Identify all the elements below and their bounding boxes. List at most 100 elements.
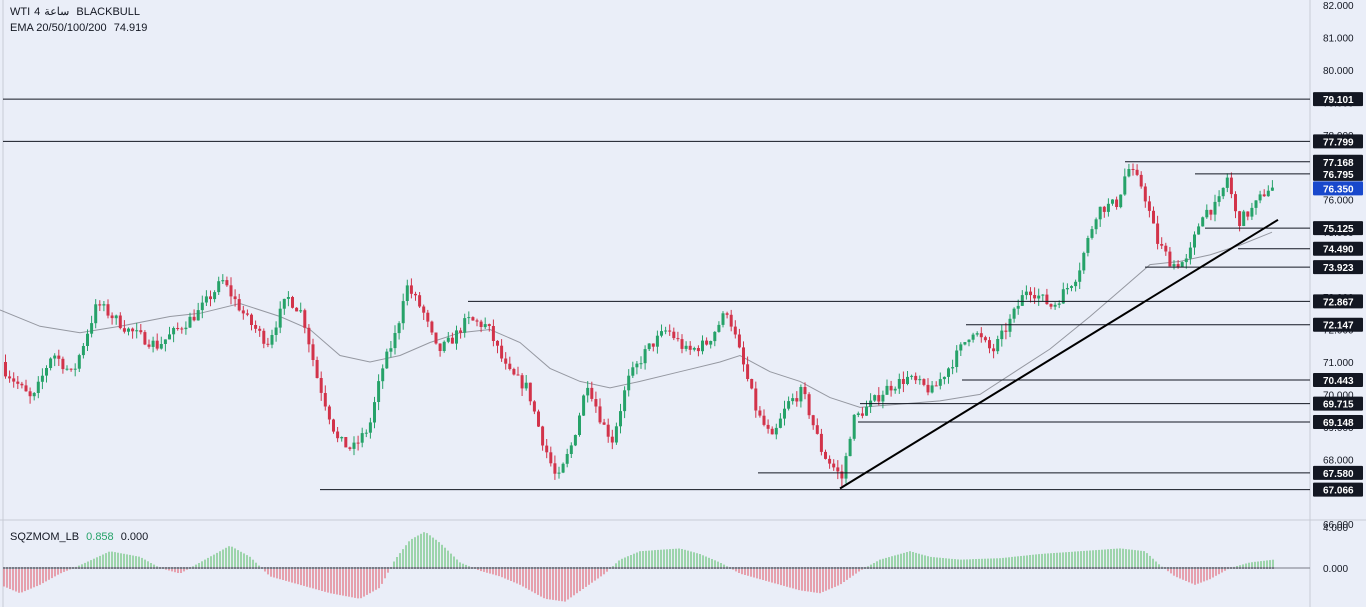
candle-bull (1217, 196, 1221, 202)
squeeze-dot (834, 567, 836, 569)
squeeze-dot (243, 567, 245, 569)
level-price-label: 72.147 (1323, 321, 1354, 332)
squeeze-dot (588, 567, 590, 569)
candle-bear (598, 406, 602, 423)
squeeze-dot (789, 567, 791, 569)
squeeze-dot (1128, 567, 1130, 569)
candle-bull (1070, 286, 1073, 288)
candle-bear (57, 355, 61, 359)
squeeze-dot (504, 567, 506, 569)
candle-bear (815, 425, 819, 434)
squeeze-dot (30, 567, 32, 569)
squeeze-dot (78, 567, 80, 569)
squeeze-dot (507, 567, 509, 569)
squeeze-dot (180, 567, 182, 569)
squeeze-dot (426, 567, 428, 569)
candle-bear (131, 328, 135, 332)
candle-bull (1180, 262, 1184, 268)
squeeze-dot (27, 567, 29, 569)
squeeze-dot (876, 567, 878, 569)
squeeze-dot (957, 567, 959, 569)
squeeze-dot (1038, 567, 1040, 569)
candle-bull (221, 280, 225, 282)
candle-bear (491, 326, 495, 341)
squeeze-dot (1011, 567, 1013, 569)
candle-bull (168, 334, 171, 340)
candle-bull (557, 472, 561, 474)
squeeze-dot (3, 567, 5, 569)
squeeze-dot (513, 567, 515, 569)
squeeze-dot (891, 567, 893, 569)
candle-bull (483, 324, 487, 328)
squeeze-dot (1230, 567, 1232, 569)
candle-bear (828, 458, 832, 464)
squeeze-dot (1146, 567, 1148, 569)
level-price-label: 67.580 (1323, 469, 1354, 480)
squeeze-dot (315, 567, 317, 569)
squeeze-dot (1032, 567, 1034, 569)
squeeze-dot (456, 567, 458, 569)
candle-bear (225, 280, 229, 286)
squeeze-dot (135, 567, 137, 569)
candle-bull (1188, 247, 1192, 259)
squeeze-dot (24, 567, 26, 569)
squeeze-dot (126, 567, 128, 569)
squeeze-dot (882, 567, 884, 569)
squeeze-dot (420, 567, 422, 569)
squeeze-dot (288, 567, 290, 569)
squeeze-dot (717, 567, 719, 569)
candle-bear (750, 379, 754, 389)
squeeze-dot (849, 567, 851, 569)
candle-bear (762, 415, 766, 425)
squeeze-dot (906, 567, 908, 569)
squeeze-dot (1020, 567, 1022, 569)
candle-bear (16, 381, 20, 384)
candle-bear (12, 378, 16, 382)
squeeze-dot (75, 567, 77, 569)
squeeze-dot (54, 567, 56, 569)
candle-bull (1094, 219, 1098, 230)
squeeze-dot (699, 567, 701, 569)
candle-bear (528, 382, 532, 402)
candle-bear (742, 347, 745, 365)
candle-bear (988, 340, 991, 349)
candle-bear (1004, 330, 1008, 332)
level-price-label: 75.125 (1323, 224, 1354, 235)
squeeze-dot (261, 567, 263, 569)
squeeze-dot (915, 567, 917, 569)
squeeze-dot (60, 567, 62, 569)
squeeze-dot (1050, 567, 1052, 569)
candle-bull (578, 415, 581, 435)
candle-bull (774, 427, 778, 435)
squeeze-dot (162, 567, 164, 569)
squeeze-dot (933, 567, 935, 569)
squeeze-dot (1134, 567, 1136, 569)
candle-bull (90, 323, 94, 334)
candle-bull (385, 351, 389, 369)
candle-bull (865, 406, 868, 416)
candle-bull (81, 346, 85, 356)
candle-bear (176, 328, 180, 329)
squeeze-dot (600, 567, 602, 569)
candle-bull (397, 323, 401, 334)
candle-bull (963, 342, 967, 345)
squeeze-dot (777, 567, 779, 569)
squeeze-dot (414, 567, 416, 569)
candle-bear (590, 387, 594, 399)
candle-bear (758, 410, 762, 416)
squeeze-dot (57, 567, 59, 569)
squeeze-dot (564, 567, 566, 569)
candle-bear (537, 411, 540, 427)
candle-bull (959, 344, 963, 351)
squeeze-dot (417, 567, 419, 569)
candle-bull (910, 375, 914, 377)
candle-bull (684, 345, 688, 349)
squeeze-dot (510, 567, 512, 569)
squeeze-dot (375, 567, 377, 569)
candle-bear (487, 324, 491, 326)
squeeze-dot (1227, 567, 1229, 569)
squeeze-dot (870, 567, 872, 569)
squeeze-dot (459, 567, 461, 569)
